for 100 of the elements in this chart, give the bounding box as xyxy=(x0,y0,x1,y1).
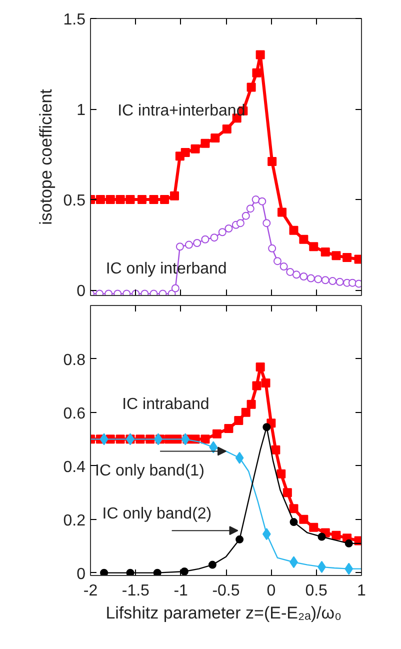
point xyxy=(106,195,115,204)
point xyxy=(290,518,298,526)
point xyxy=(256,50,265,60)
point xyxy=(282,488,292,498)
point xyxy=(299,514,308,524)
y-tick-label: 0 xyxy=(76,283,86,300)
y-tick-label: 1.5 xyxy=(63,12,86,28)
point xyxy=(218,228,226,236)
point xyxy=(153,568,162,576)
point xyxy=(160,195,170,204)
point xyxy=(236,535,244,544)
point xyxy=(278,208,287,217)
point xyxy=(96,195,105,204)
point xyxy=(100,568,108,576)
point xyxy=(321,276,330,284)
point xyxy=(256,362,265,372)
point xyxy=(306,274,315,282)
point xyxy=(126,568,134,576)
x-tick-label: -2 xyxy=(83,582,98,600)
point xyxy=(332,251,341,260)
point xyxy=(299,234,308,244)
x-axis-title: Lifshitz parameter z=(E-E₂ₐ)/ω₀ xyxy=(106,604,342,622)
point xyxy=(354,280,362,288)
point xyxy=(280,262,288,271)
point xyxy=(209,441,218,454)
y-tick-label: 1 xyxy=(76,102,86,120)
point xyxy=(344,539,353,548)
point xyxy=(190,144,200,154)
point xyxy=(300,272,308,280)
point xyxy=(201,235,210,244)
point xyxy=(158,290,167,296)
point xyxy=(344,562,354,575)
point xyxy=(100,433,108,446)
point xyxy=(222,124,232,134)
point xyxy=(273,257,282,266)
point xyxy=(126,195,135,204)
point xyxy=(309,522,318,532)
point xyxy=(170,191,180,200)
y-tick-label: 0.4 xyxy=(63,458,86,476)
point xyxy=(332,530,341,540)
point xyxy=(224,424,234,433)
point xyxy=(116,195,125,204)
point xyxy=(246,400,256,409)
x-tick-label: -1.5 xyxy=(122,582,150,600)
point xyxy=(252,68,262,78)
point xyxy=(271,445,280,454)
point xyxy=(234,416,244,425)
point xyxy=(252,381,262,390)
point xyxy=(114,290,122,296)
point xyxy=(318,532,326,541)
point xyxy=(252,196,260,204)
point xyxy=(193,239,202,247)
point xyxy=(258,197,266,206)
point xyxy=(286,268,294,276)
point xyxy=(104,290,113,296)
point xyxy=(320,248,330,257)
point xyxy=(309,242,318,252)
y-tick-label: 0.5 xyxy=(63,192,86,210)
point xyxy=(314,275,322,284)
x-tick-label: 0 xyxy=(266,582,276,600)
point xyxy=(262,423,271,432)
point xyxy=(246,204,254,213)
point xyxy=(184,240,193,249)
point xyxy=(268,244,276,252)
point xyxy=(292,270,300,279)
annotation: IC only band(2) xyxy=(102,506,212,523)
point xyxy=(348,278,356,287)
point xyxy=(336,278,344,286)
point xyxy=(289,504,298,514)
y-axis-title: isotope coefficient xyxy=(36,88,56,225)
y-tick-label: 0 xyxy=(76,566,86,583)
point xyxy=(276,469,286,478)
point xyxy=(235,452,244,464)
point xyxy=(224,224,233,233)
point xyxy=(140,290,149,296)
x-tick-label: 0.5 xyxy=(305,582,328,600)
point xyxy=(236,219,244,228)
point xyxy=(262,219,271,228)
annotation: IC only band(1) xyxy=(95,462,204,480)
point xyxy=(246,82,256,92)
point xyxy=(342,252,352,262)
point xyxy=(268,157,277,166)
x-tick-label: 1 xyxy=(357,582,366,600)
point xyxy=(150,290,158,296)
point xyxy=(210,234,218,242)
y-tick-label: 0.2 xyxy=(63,512,86,530)
point xyxy=(262,528,271,540)
point xyxy=(137,195,146,204)
point xyxy=(200,138,210,148)
point xyxy=(241,408,250,417)
point xyxy=(149,195,158,204)
point xyxy=(289,226,298,235)
point xyxy=(200,434,210,444)
point xyxy=(171,284,180,292)
point xyxy=(176,242,184,251)
point xyxy=(328,277,337,286)
x-tick-label: -1 xyxy=(174,582,188,600)
y-tick-label: 0.8 xyxy=(63,352,86,369)
point xyxy=(180,148,190,157)
point xyxy=(96,290,104,296)
